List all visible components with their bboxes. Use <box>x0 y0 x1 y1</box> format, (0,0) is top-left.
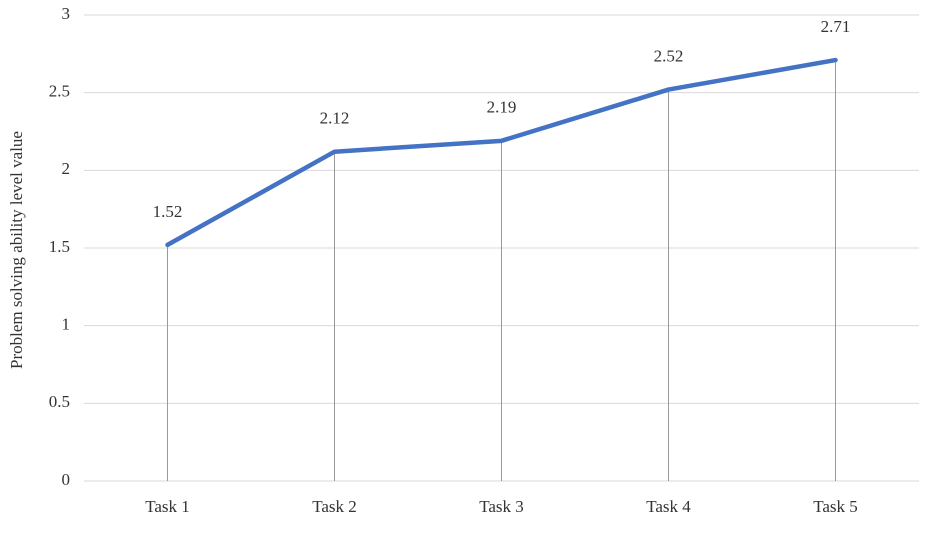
x-tick-label: Task 3 <box>479 497 524 516</box>
y-tick-label: 3 <box>62 4 71 23</box>
data-label: 1.52 <box>153 202 183 221</box>
y-tick-label: 2 <box>62 159 71 178</box>
x-tick-label: Task 4 <box>646 497 691 516</box>
series-line <box>165 57 838 248</box>
y-tick-label: 0 <box>62 470 71 489</box>
y-tick-label: 1 <box>62 315 71 334</box>
data-label: 2.19 <box>487 98 517 117</box>
data-label: 2.52 <box>654 46 684 65</box>
y-axis-title: Problem solving ability level value <box>7 131 26 369</box>
x-tick-label: Task 2 <box>312 497 357 516</box>
data-label: 2.12 <box>320 109 350 128</box>
y-tick-label: 1.5 <box>49 237 70 256</box>
y-tick-label: 2.5 <box>49 82 70 101</box>
data-label: 2.71 <box>821 17 851 36</box>
x-tick-label: Task 5 <box>813 497 858 516</box>
y-tick-label: 0.5 <box>49 392 70 411</box>
x-tick-label: Task 1 <box>145 497 190 516</box>
